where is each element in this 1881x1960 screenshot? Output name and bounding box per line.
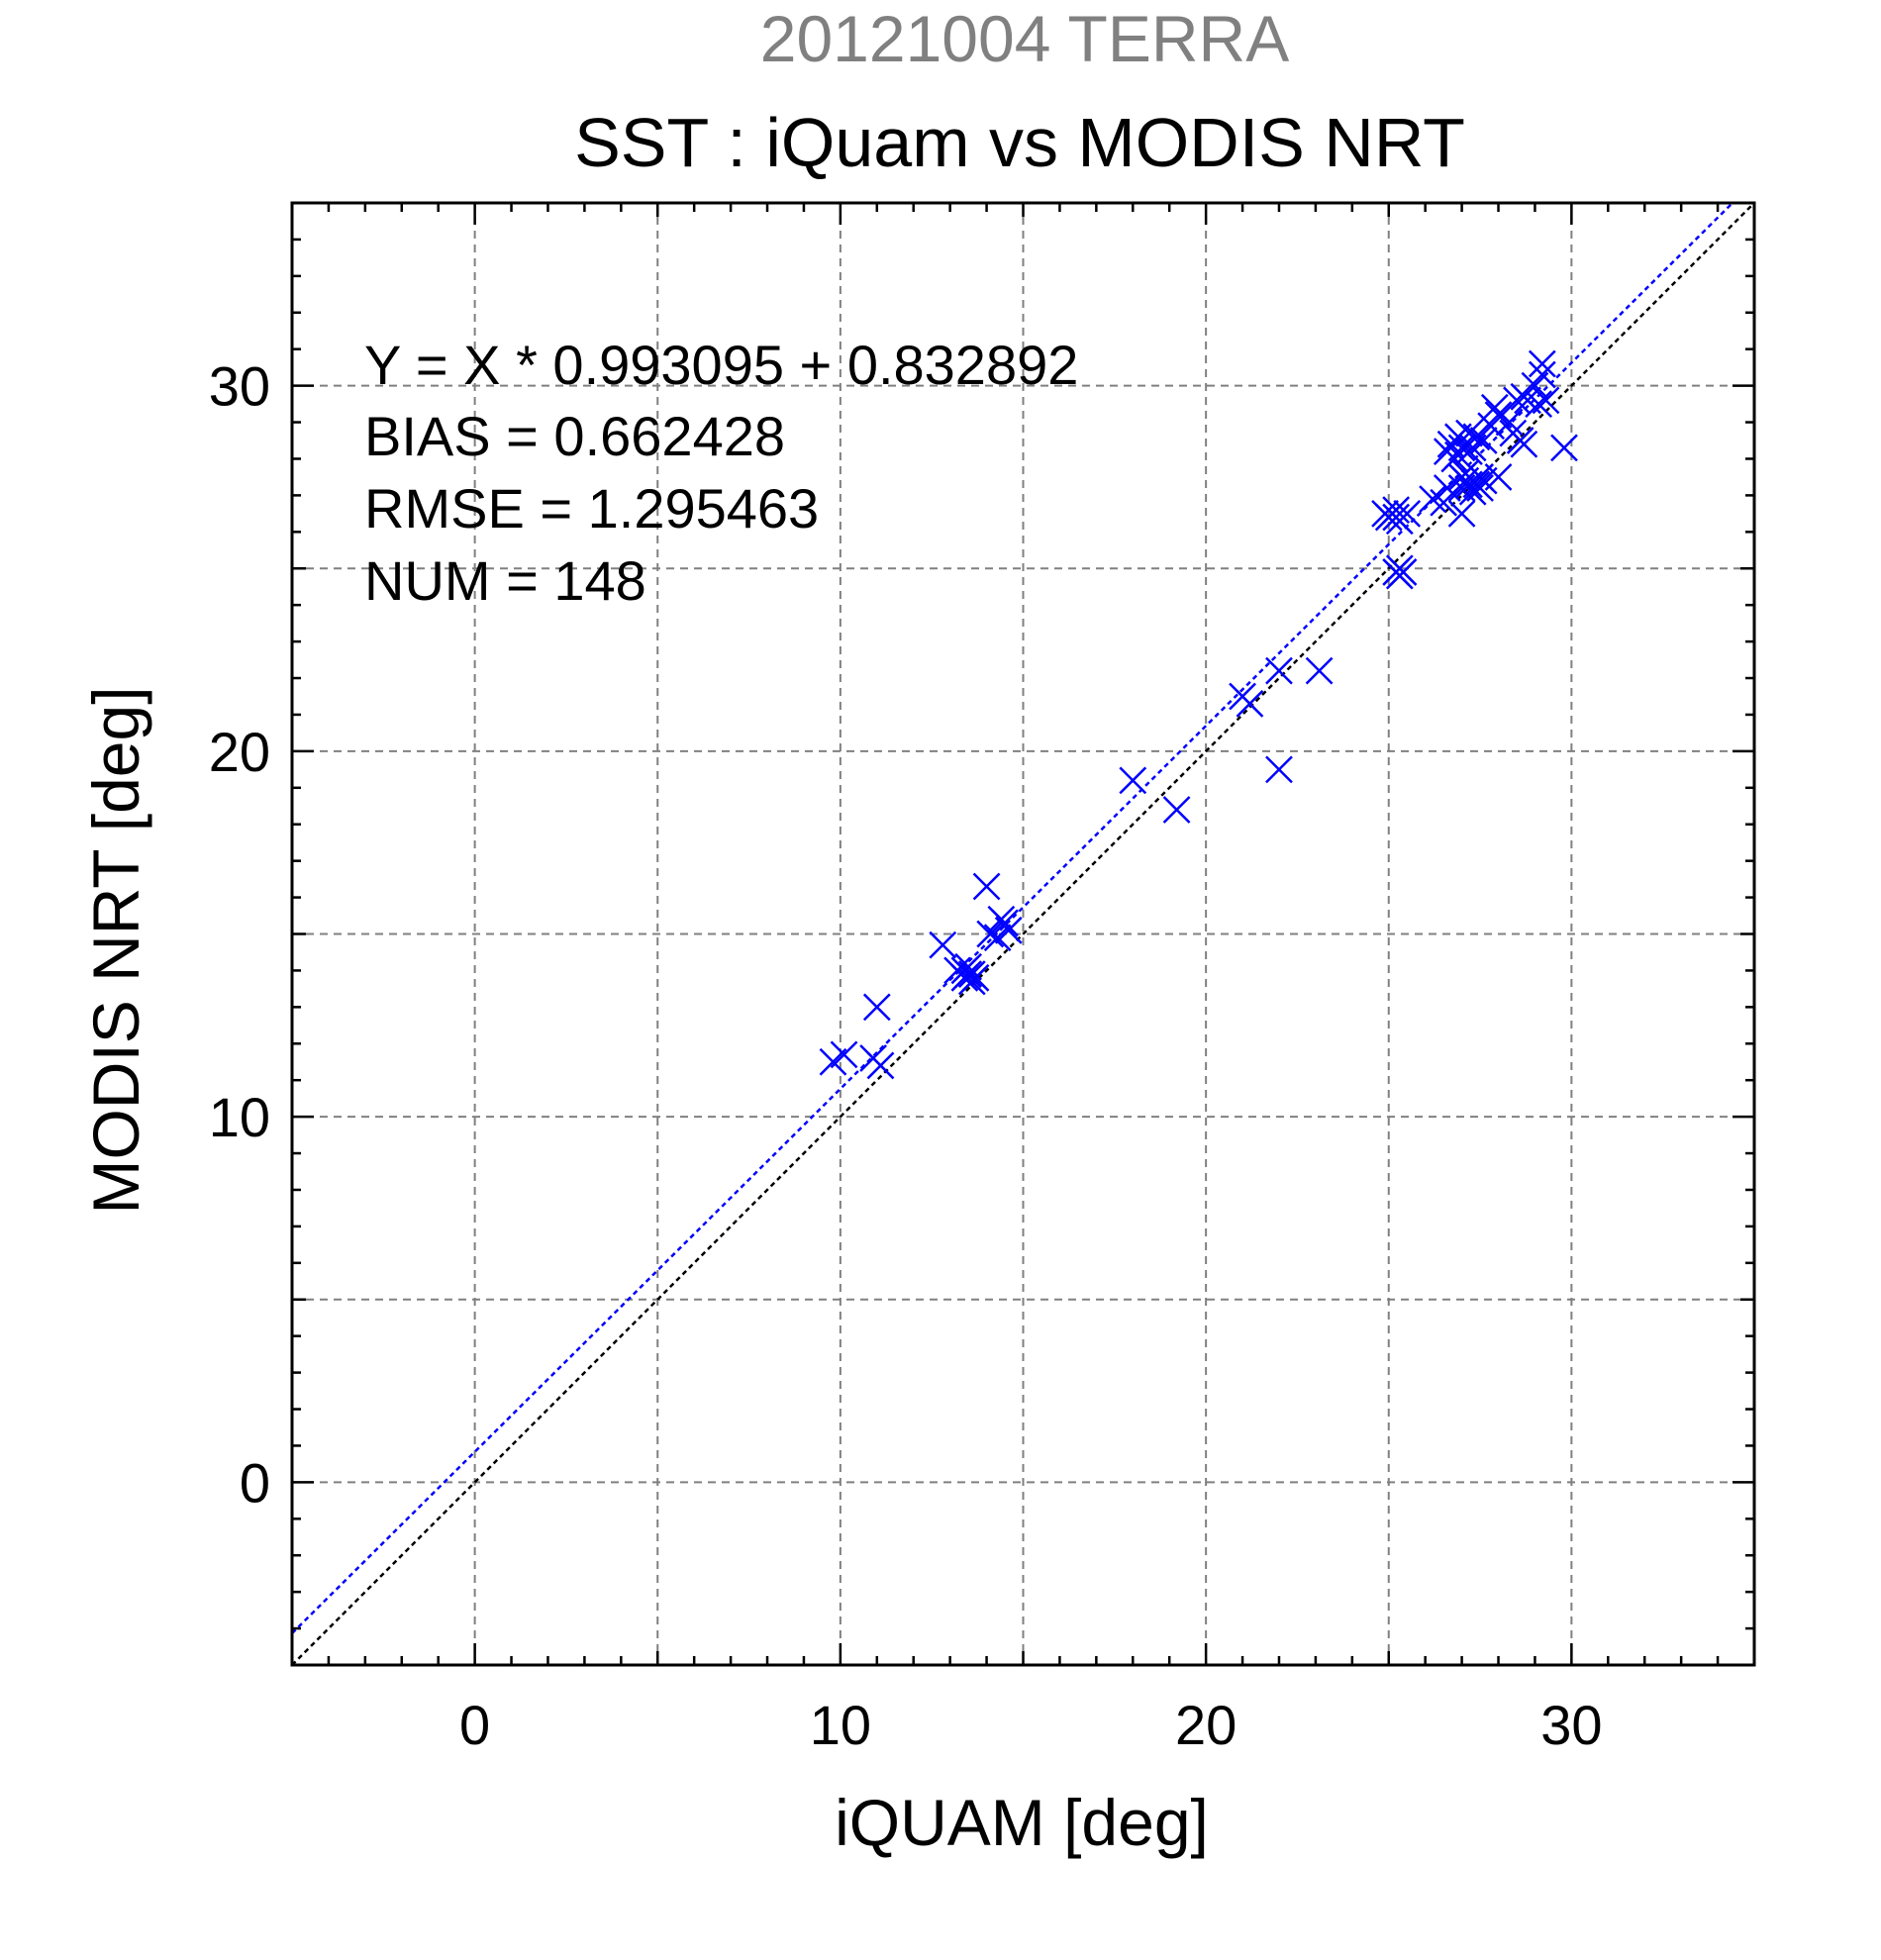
data-point — [1532, 386, 1560, 415]
data-point-stroke — [1484, 401, 1513, 430]
data-point — [929, 931, 957, 959]
data-point — [1382, 503, 1411, 532]
data-point-stroke — [950, 956, 979, 985]
data-point — [1462, 423, 1491, 451]
data-point — [1419, 485, 1446, 513]
data-points — [819, 349, 1578, 1080]
data-point — [1550, 434, 1578, 462]
data-point-stroke — [862, 993, 891, 1022]
data-point-stroke — [1528, 349, 1556, 378]
data-point — [1305, 656, 1334, 685]
data-point — [1528, 349, 1556, 378]
data-point — [972, 872, 1001, 901]
data-point-stroke — [1382, 503, 1411, 532]
x-tick-label: 30 — [1540, 1694, 1602, 1756]
identity-line — [291, 202, 1755, 1666]
data-point — [1393, 499, 1422, 528]
y-tick-label: 0 — [240, 1451, 270, 1514]
data-point — [866, 1051, 895, 1080]
data-point-stroke — [1532, 386, 1560, 415]
data-point-stroke — [1495, 408, 1524, 437]
data-point-stroke — [1462, 423, 1491, 451]
y-axis-label: MODIS NRT [deg] — [79, 686, 152, 1214]
data-point — [1119, 766, 1147, 795]
data-point — [957, 960, 986, 989]
data-point — [1495, 408, 1524, 437]
stats-annotations: Y = X * 0.993095 + 0.832892 BIAS = 0.662… — [364, 334, 1078, 612]
data-point-stroke — [929, 931, 957, 959]
data-point — [1385, 554, 1414, 583]
data-point-stroke — [1469, 427, 1498, 454]
data-point — [950, 956, 979, 985]
data-point-stroke — [1525, 390, 1553, 418]
chart-title: 20121004 TERRA — [760, 2, 1289, 75]
data-point-stroke — [1455, 419, 1483, 447]
data-point — [1528, 360, 1556, 389]
data-point-stroke — [957, 960, 986, 989]
data-point-stroke — [1305, 656, 1334, 685]
y-tick-label: 10 — [209, 1086, 270, 1148]
data-point-stroke — [1382, 496, 1411, 525]
data-point-stroke — [1393, 499, 1422, 528]
data-point-stroke — [1162, 796, 1191, 824]
data-point — [1265, 656, 1293, 685]
x-tick-label: 0 — [459, 1694, 490, 1756]
data-point — [830, 1040, 858, 1069]
data-point-stroke — [1433, 474, 1461, 502]
data-point — [1484, 463, 1513, 491]
data-point-stroke — [1510, 430, 1538, 458]
data-point — [862, 993, 891, 1022]
x-tick-label: 10 — [810, 1694, 871, 1756]
x-tick-label: 20 — [1175, 1694, 1237, 1756]
fit-equation-text: Y = X * 0.993095 + 0.832892 — [364, 334, 1078, 396]
data-point-stroke — [1550, 434, 1578, 462]
data-point-stroke — [987, 905, 1016, 933]
data-point-stroke — [972, 872, 1001, 901]
data-point — [1466, 474, 1494, 502]
data-point — [1510, 430, 1538, 458]
data-point — [1382, 496, 1411, 525]
data-point-stroke — [1447, 499, 1476, 528]
x-axis-label: iQUAM [deg] — [835, 1786, 1209, 1859]
data-point — [976, 920, 1005, 948]
data-point — [1447, 434, 1476, 462]
reference-lines — [291, 202, 1755, 1666]
data-point-stroke — [1528, 360, 1556, 389]
data-point-stroke — [1466, 474, 1494, 502]
bias-text: BIAS = 0.662428 — [364, 405, 785, 467]
data-point-stroke — [976, 920, 1005, 948]
y-tick-label: 30 — [209, 355, 270, 418]
data-point-stroke — [1265, 755, 1293, 784]
data-point — [1525, 390, 1553, 418]
data-point-stroke — [1119, 766, 1147, 795]
data-point-stroke — [866, 1051, 895, 1080]
data-point — [1447, 499, 1476, 528]
data-point-stroke — [1419, 485, 1446, 513]
y-tick-label: 20 — [209, 721, 270, 783]
data-point — [1265, 755, 1293, 784]
plot-frame — [290, 201, 1756, 1667]
data-point — [1469, 427, 1498, 454]
data-point-stroke — [1447, 434, 1476, 462]
data-point-stroke — [1265, 656, 1293, 685]
data-point-stroke — [1236, 689, 1264, 718]
data-point-stroke — [1480, 393, 1509, 422]
data-point-stroke — [1484, 463, 1513, 491]
rmse-text: RMSE = 1.295463 — [364, 477, 819, 539]
chart-subtitle: SST : iQuam vs MODIS NRT — [574, 104, 1465, 181]
data-point — [1162, 796, 1191, 824]
data-point — [987, 905, 1016, 933]
data-point-stroke — [994, 916, 1023, 944]
data-point-stroke — [830, 1040, 858, 1069]
data-point — [1236, 689, 1264, 718]
data-point-stroke — [1385, 554, 1414, 583]
num-text: NUM = 148 — [364, 549, 646, 612]
